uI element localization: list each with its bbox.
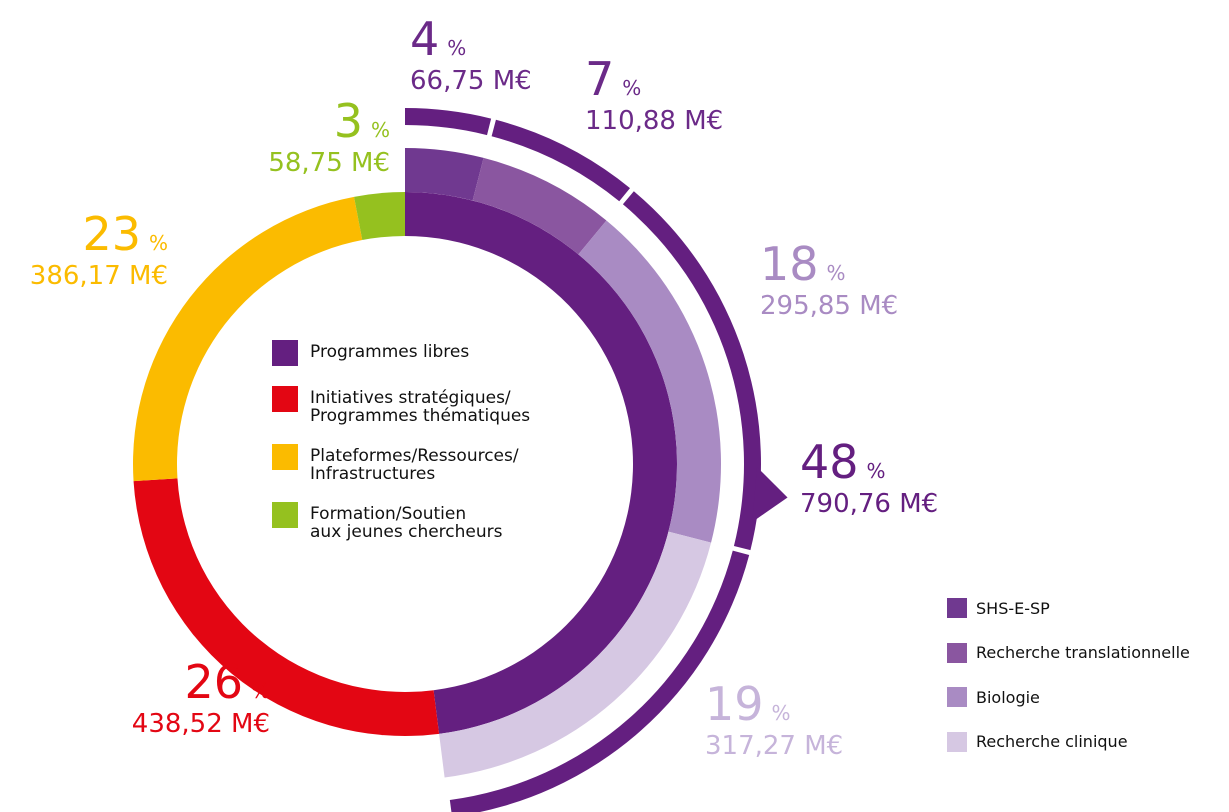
legend-swatch <box>272 502 298 528</box>
legend-label: Plateformes/Ressources/ Infrastructures <box>310 446 519 484</box>
percent-label: 23% <box>82 207 168 261</box>
sub-segment <box>405 148 484 201</box>
legend-swatch <box>947 731 967 752</box>
percent-label: 48% <box>800 435 886 489</box>
percent-label: 4% <box>410 12 466 66</box>
legend-item: Biologie <box>947 687 1040 707</box>
percent-label: 3% <box>334 94 390 148</box>
legend-swatch <box>947 687 967 707</box>
sub-segment <box>578 220 721 543</box>
legend-item: Plateformes/Ressources/ Infrastructures <box>272 444 519 483</box>
legend-item: Recherche clinique <box>947 731 1128 752</box>
amount-label: 790,76 M€ <box>800 489 938 519</box>
legend-item: Programmes libres <box>272 340 469 366</box>
sub-segment <box>472 157 607 255</box>
amount-label: 438,52 M€ <box>132 709 270 739</box>
legend-label: Recherche clinique <box>976 732 1128 751</box>
donut-segment <box>405 192 678 734</box>
percent-unit: % <box>371 118 390 142</box>
percent-label: 7% <box>585 52 641 106</box>
legend-swatch <box>947 642 967 663</box>
percent-value: 3 <box>334 94 363 148</box>
legend-item: Formation/Soutien aux jeunes chercheurs <box>272 502 503 541</box>
percent-value: 26 <box>184 655 243 709</box>
bracket-arc <box>491 119 631 202</box>
donut-segment <box>133 196 363 482</box>
legend-item: Initiatives stratégiques/ Programmes thé… <box>272 386 530 425</box>
amount-label: 386,17 M€ <box>30 261 168 291</box>
legend-item: SHS-E-SP <box>947 598 1050 618</box>
percent-unit: % <box>772 701 791 725</box>
legend-swatch <box>272 444 298 470</box>
percent-value: 18 <box>760 237 819 291</box>
amount-label: 317,27 M€ <box>705 731 843 761</box>
percent-unit: % <box>149 231 168 255</box>
percent-label: 26% <box>184 655 270 709</box>
percent-unit: % <box>867 459 886 483</box>
percent-label: 18% <box>760 237 846 291</box>
bracket-arc <box>622 191 761 551</box>
percent-value: 4 <box>410 12 439 66</box>
legend-label: Initiatives stratégiques/ Programmes thé… <box>310 388 531 426</box>
bracket-arc <box>449 550 750 812</box>
bracket-pointer <box>752 467 788 523</box>
percent-label: 19% <box>705 677 791 731</box>
legend-swatch <box>272 386 298 412</box>
legend-swatch <box>947 598 967 618</box>
percent-value: 48 <box>800 435 859 489</box>
legend-label: Recherche translationnelle <box>976 643 1190 662</box>
legend-item: Recherche translationnelle <box>947 642 1190 663</box>
donut-segment <box>354 192 405 241</box>
bracket-arc <box>405 108 492 136</box>
percent-unit: % <box>622 76 641 100</box>
legend-label: SHS-E-SP <box>976 598 1050 618</box>
legend-label: Formation/Soutien aux jeunes chercheurs <box>310 504 503 542</box>
amount-label: 295,85 M€ <box>760 291 898 321</box>
sub-segment <box>439 531 712 778</box>
amount-label: 58,75 M€ <box>268 148 390 178</box>
percent-unit: % <box>447 36 466 60</box>
percent-unit: % <box>827 261 846 285</box>
legend-swatch <box>272 340 298 366</box>
amount-label: 66,75 M€ <box>410 66 532 96</box>
legend-label: Programmes libres <box>310 342 470 362</box>
percent-value: 19 <box>705 677 764 731</box>
percent-value: 23 <box>82 207 141 261</box>
percent-value: 7 <box>585 52 614 106</box>
amount-label: 110,88 M€ <box>585 106 723 136</box>
legend-label: Biologie <box>976 687 1040 707</box>
percent-unit: % <box>251 679 270 703</box>
donut-segment <box>133 478 440 736</box>
